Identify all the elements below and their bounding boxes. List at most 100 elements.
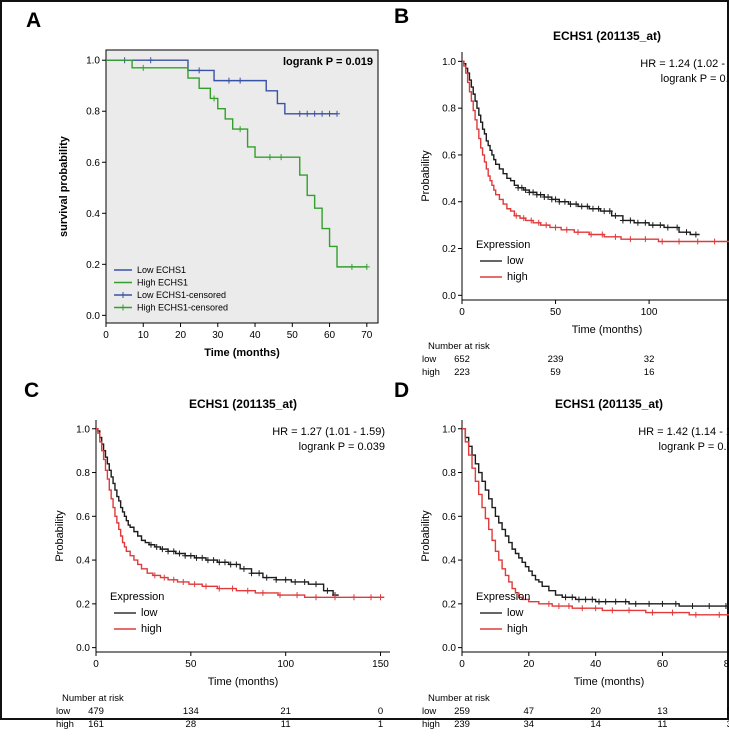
censor-mark <box>632 600 639 607</box>
legend-title: Expression <box>476 239 530 251</box>
censor-mark <box>649 609 656 616</box>
y-tick-label: 0.4 <box>442 197 456 208</box>
risk-count: 5 <box>727 706 729 717</box>
censor-mark <box>240 565 247 572</box>
survival-curve-low <box>96 428 339 596</box>
censor-mark <box>555 603 562 610</box>
censor-mark <box>562 594 569 601</box>
legend-title: Expression <box>110 591 164 603</box>
legend-label: Low ECHS1-censored <box>137 290 226 300</box>
x-axis-label: Time (months) <box>574 676 645 688</box>
censor-mark <box>563 226 570 233</box>
stat-annotation: logrank P = 0.028 <box>661 73 729 85</box>
risk-count: 259 <box>454 706 470 717</box>
censor-mark <box>221 559 228 566</box>
censor-mark <box>191 581 198 588</box>
legend-label: Low ECHS1 <box>137 265 186 275</box>
km-plot-d: 0 20 40 60 80 0.0 0.2 0.4 0.6 0.8 1.0 ECHS1 (201135… <box>420 397 729 730</box>
y-tick-label: 1.0 <box>76 424 90 435</box>
censor-mark <box>692 611 699 618</box>
censor-mark <box>377 594 384 601</box>
legend-label: High ECHS1 <box>137 278 188 288</box>
risk-row-label: low <box>422 354 436 365</box>
risk-table-header: Number at risk <box>428 341 490 352</box>
censor-mark <box>227 561 234 568</box>
x-tick-label: 50 <box>185 659 197 670</box>
risk-count: 1 <box>378 719 383 730</box>
censor-mark <box>528 217 535 224</box>
x-tick-label: 60 <box>657 659 669 670</box>
censor-mark <box>296 110 303 117</box>
censor-mark <box>706 603 713 610</box>
censor-mark <box>567 201 574 208</box>
y-axis-label: Probability <box>420 510 432 562</box>
legend-censor-mark <box>120 304 126 311</box>
risk-count: 20 <box>590 706 601 717</box>
risk-count: 479 <box>88 706 104 717</box>
risk-row-label: high <box>422 367 440 378</box>
censor-mark <box>627 236 634 243</box>
censor-mark <box>256 570 263 577</box>
y-tick-label: 0.2 <box>442 244 456 255</box>
censor-mark <box>520 215 527 222</box>
censor-mark <box>622 598 629 605</box>
censor-mark <box>522 187 529 194</box>
panel-letter-c: C <box>24 379 40 402</box>
censor-mark <box>196 67 203 74</box>
censor-mark <box>237 126 244 133</box>
risk-row-label: high <box>422 719 440 730</box>
censor-mark <box>646 600 653 607</box>
legend-label: low <box>507 607 524 619</box>
censor-mark <box>350 594 357 601</box>
risk-count: 0 <box>378 706 383 717</box>
censor-mark <box>657 222 664 229</box>
stat-annotation: logrank P = 0.019 <box>283 56 373 68</box>
chart-title: ECHS1 (201135_at) <box>555 397 663 411</box>
stat-annotation: HR = 1.24 (1.02 - 1.5) <box>640 58 729 70</box>
x-axis-label: Time (months) <box>204 347 280 359</box>
censor-mark <box>589 596 596 603</box>
y-tick-label: 0.2 <box>86 260 100 271</box>
risk-count: 59 <box>550 367 561 378</box>
censor-mark <box>225 77 232 84</box>
x-tick-label: 0 <box>459 659 465 670</box>
panel-d: 0 20 40 60 80 0.0 0.2 0.4 0.6 0.8 1.0 ECHS1 (201135… <box>416 394 729 736</box>
stat-annotation: HR = 1.27 (1.01 - 1.59) <box>272 426 385 438</box>
censor-mark <box>589 205 596 212</box>
censor-mark <box>304 110 311 117</box>
censor-mark <box>609 607 616 614</box>
x-tick-label: 50 <box>550 307 562 318</box>
censor-mark <box>579 605 586 612</box>
censor-mark <box>229 585 236 592</box>
risk-count: 161 <box>88 719 104 730</box>
risk-count: 652 <box>454 354 470 365</box>
legend-label: high <box>507 623 528 635</box>
y-axis-label: Probability <box>54 510 66 562</box>
y-tick-label: 1.0 <box>86 56 100 67</box>
censor-mark <box>612 598 619 605</box>
censor-mark <box>348 263 355 270</box>
censor-mark <box>368 594 375 601</box>
censor-mark <box>334 110 341 117</box>
censor-mark <box>273 576 280 583</box>
censor-mark <box>569 594 576 601</box>
panel-a: 0 10 20 30 40 50 60 70 0.0 0.2 0.4 0.6 0.8 1.0 logrank… <box>54 32 394 377</box>
censor-mark <box>153 543 160 550</box>
y-tick-label: 0.8 <box>442 104 456 115</box>
censor-mark <box>664 224 671 231</box>
censor-mark <box>552 196 559 203</box>
censor-mark <box>588 231 595 238</box>
y-tick-label: 1.0 <box>442 424 456 435</box>
legend-title: Expression <box>476 591 530 603</box>
censor-mark <box>543 222 550 229</box>
y-tick-label: 0.4 <box>76 556 90 567</box>
y-tick-label: 0.8 <box>86 107 100 118</box>
censor-mark <box>711 238 718 245</box>
censor-mark <box>204 557 211 564</box>
censor-mark <box>170 548 177 555</box>
panel-c: 0 50 100 150 0.0 0.2 0.4 0.6 0.8 1.0 ECHS1 (201135… <box>50 394 402 736</box>
y-tick-label: 1.0 <box>442 57 456 68</box>
censor-mark <box>301 578 308 585</box>
